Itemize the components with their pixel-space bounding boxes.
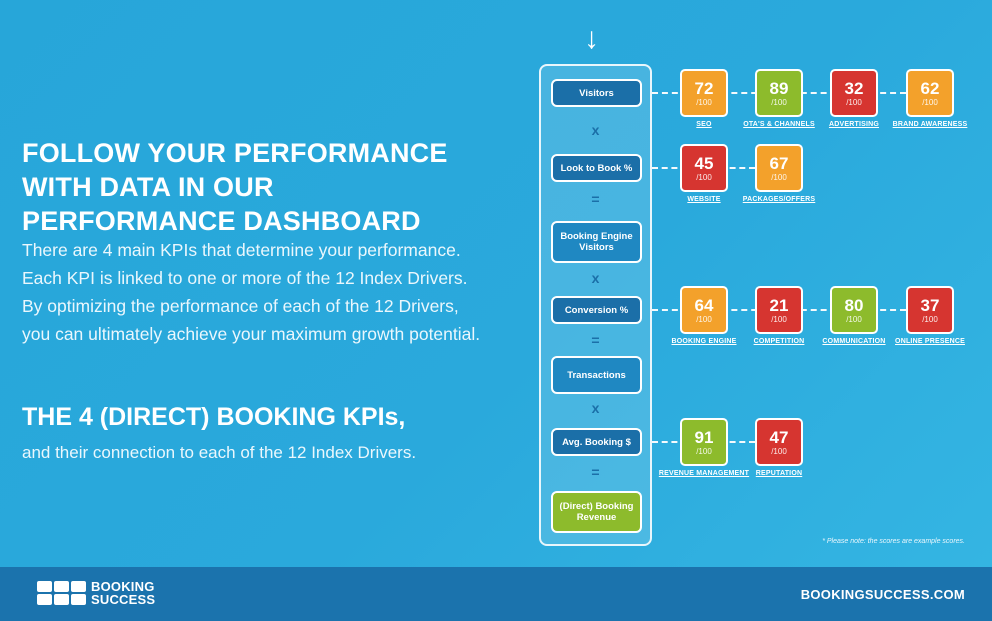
booking-success-logo[interactable]: BOOKING SUCCESS: [37, 580, 155, 606]
kpi-box: Avg. Booking $: [551, 428, 642, 456]
driver-score-max: /100: [846, 97, 862, 107]
kpi-box: Look to Book %: [551, 154, 642, 182]
kpi-heading: THE 4 (DIRECT) BOOKING KPIs,: [22, 403, 406, 431]
driver-label-link[interactable]: COMPETITION: [753, 338, 805, 345]
driver-label-link[interactable]: ONLINE PRESENCE: [895, 338, 965, 345]
driver-score-max: /100: [696, 172, 712, 182]
driver-score-max: /100: [771, 446, 787, 456]
driver-score-card: 67/100: [755, 144, 803, 192]
driver-label-link[interactable]: SEO: [696, 121, 712, 128]
arrow-down-icon: ↓: [584, 22, 599, 55]
driver-score-card: 45/100: [680, 144, 728, 192]
operator-sign: =: [591, 191, 600, 207]
driver-score-card: 62/100: [906, 69, 954, 117]
kpi-box: (Direct) Booking Revenue: [551, 491, 642, 533]
driver-label-link[interactable]: PACKAGES/OFFERS: [742, 196, 816, 203]
driver-score: 67: [769, 153, 789, 173]
driver-score: 37: [920, 295, 940, 315]
headline-line: WITH DATA IN OUR: [22, 172, 274, 202]
driver-label-link[interactable]: OTA'S & CHANNELS: [743, 121, 815, 128]
kpi-box: Booking Engine Visitors: [551, 221, 642, 263]
kpi-subheading: and their connection to each of the 12 I…: [22, 443, 417, 462]
site-url-link[interactable]: BOOKINGSUCCESS.COM: [800, 587, 965, 602]
driver-score-card: 89/100: [755, 69, 803, 117]
driver-score: 89: [769, 78, 789, 98]
driver-label-link[interactable]: REVENUE MANAGEMENT: [658, 470, 750, 477]
driver-label-link[interactable]: COMMUNICATION: [822, 338, 886, 345]
headline: FOLLOW YOUR PERFORMANCE WITH DATA IN OUR…: [22, 136, 482, 238]
driver-score: 72: [694, 78, 714, 98]
logo-text: BOOKING SUCCESS: [91, 580, 155, 606]
kpi-box: Conversion %: [551, 296, 642, 324]
driver-score-max: /100: [922, 314, 938, 324]
driver-score: 91: [694, 427, 714, 447]
driver-score-max: /100: [771, 172, 787, 182]
headline-line: PERFORMANCE DASHBOARD: [22, 206, 421, 236]
driver-label-link[interactable]: BOOKING ENGINE: [671, 338, 737, 345]
footer: BOOKING SUCCESS BOOKINGSUCCESS.COM: [0, 567, 992, 621]
driver-score-card: 80/100: [830, 286, 878, 334]
driver-score-card: 64/100: [680, 286, 728, 334]
driver-score-card: 72/100: [680, 69, 728, 117]
kpi-box: Visitors: [551, 79, 642, 107]
driver-score: 62: [920, 78, 940, 98]
driver-score-max: /100: [696, 446, 712, 456]
intro-paragraph: There are 4 main KPIs that determine you…: [22, 240, 481, 344]
driver-score-card: 47/100: [755, 418, 803, 466]
driver-score-max: /100: [846, 314, 862, 324]
driver-score-max: /100: [771, 314, 787, 324]
logo-text-line: SUCCESS: [91, 592, 156, 607]
kpi-chain-column: Visitors x Look to Book % = Booking Engine V…: [539, 64, 652, 546]
operator-sign: =: [591, 332, 600, 348]
operator-sign: =: [591, 464, 600, 480]
driver-score: 80: [844, 295, 864, 315]
operator-sign: x: [591, 270, 600, 286]
driver-score: 32: [844, 78, 864, 98]
driver-score-max: /100: [696, 97, 712, 107]
operator-sign: x: [591, 400, 600, 416]
driver-label-link[interactable]: REPUTATION: [755, 470, 803, 477]
driver-score-card: 32/100: [830, 69, 878, 117]
driver-label-link[interactable]: ADVERTISING: [828, 121, 880, 128]
driver-score-max: /100: [771, 97, 787, 107]
driver-label-link[interactable]: WEBSITE: [687, 196, 721, 203]
driver-score-card: 91/100: [680, 418, 728, 466]
driver-score: 21: [769, 295, 789, 315]
logo-text-line: BOOKING: [91, 579, 155, 594]
driver-score-max: /100: [922, 97, 938, 107]
checkbox-grid-icon: [37, 581, 86, 605]
driver-score-card: 21/100: [755, 286, 803, 334]
driver-label-link[interactable]: BRAND AWARENESS: [892, 121, 968, 128]
kpi-box: Transactions: [551, 356, 642, 394]
driver-score: 47: [769, 427, 789, 447]
driver-score-max: /100: [696, 314, 712, 324]
footnote: * Please note: the scores are example sc…: [822, 538, 965, 545]
driver-score-card: 37/100: [906, 286, 954, 334]
operator-sign: x: [591, 122, 600, 138]
headline-line: FOLLOW YOUR PERFORMANCE: [22, 138, 448, 168]
driver-score: 45: [694, 153, 714, 173]
driver-score: 64: [694, 295, 714, 315]
